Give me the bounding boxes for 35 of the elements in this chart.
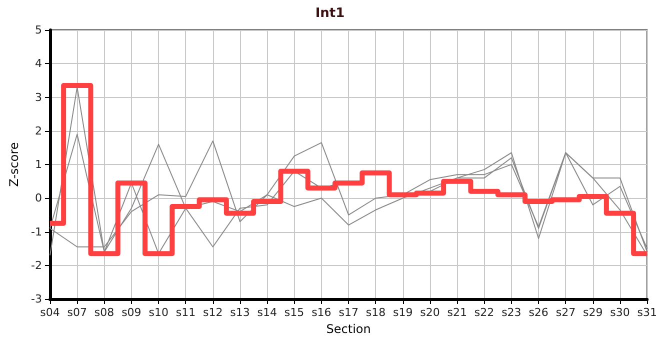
x-tick-label: s09: [122, 306, 142, 319]
y-tick-label: 2: [35, 124, 42, 138]
y-tick-label: 0: [35, 192, 42, 205]
x-tick-label: s21: [447, 306, 468, 319]
x-tick-label: s07: [67, 306, 88, 319]
x-tick-label: s08: [94, 306, 114, 319]
x-tick-label: s10: [148, 306, 168, 319]
x-tick-label: s19: [392, 306, 413, 319]
y-tick-label: -2: [31, 258, 42, 272]
x-tick-label: s26: [528, 306, 548, 319]
x-tick-label: s16: [312, 306, 332, 319]
x-tick-label: s14: [257, 306, 278, 319]
x-tick-label: s11: [176, 306, 196, 319]
chart-title: Int1: [315, 6, 345, 21]
y-tick-label: 3: [35, 90, 42, 104]
x-tick-label: s20: [420, 306, 440, 319]
y-axis-title: Z-score: [7, 142, 21, 187]
x-tick-label: s23: [502, 306, 522, 319]
x-tick-label: s31: [637, 306, 658, 319]
y-tick-label: 4: [35, 57, 42, 70]
y-tick-label: -1: [31, 225, 42, 238]
x-tick-label: s27: [556, 306, 576, 319]
x-tick-label: s18: [366, 306, 386, 319]
y-tick-label: 5: [35, 24, 42, 36]
x-tick-label: s04: [40, 306, 60, 319]
x-tick-label: s13: [230, 306, 250, 319]
x-tick-label: s29: [582, 306, 603, 319]
y-tick-label: -3: [31, 292, 42, 306]
x-axis-title: Section: [326, 322, 371, 336]
x-tick-label: s17: [338, 306, 358, 319]
y-tick-label: 1: [35, 158, 42, 171]
x-tick-label: s15: [284, 306, 304, 319]
x-tick-label: s22: [474, 306, 494, 319]
x-tick-label: s30: [610, 306, 630, 319]
x-tick-label: s12: [202, 306, 223, 319]
